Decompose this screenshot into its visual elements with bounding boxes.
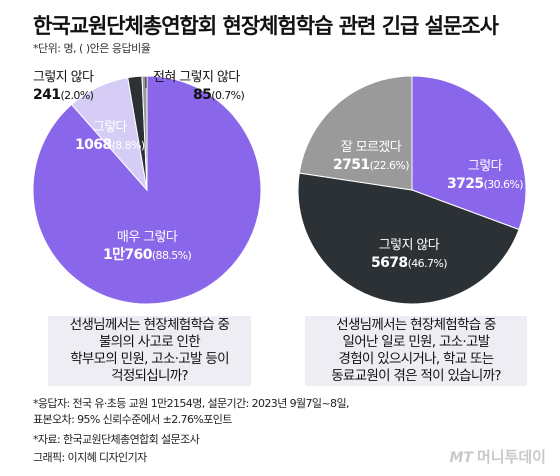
chart2-value-yes: 3725 [447, 176, 484, 192]
chart1-label-very-yes-name: 매우 그렇다 [116, 230, 178, 245]
publisher-logo: MT 머니투데이 [450, 446, 547, 467]
chart1-pct-very-yes: (88.5%) [151, 249, 192, 262]
logo-text: 머니투데이 [476, 448, 546, 466]
footer-graphic: 그래픽: 이지혜 디자인기자 [33, 451, 147, 464]
chart2-pct-yes: (30.6%) [483, 178, 524, 191]
chart2-label-yes-name: 그렇다 [467, 159, 503, 174]
chart2-label-no: 그렇지 않다 5678(46.7%) [371, 237, 448, 272]
chart2-label-unsure: 잘 모르겠다 2751(22.6%) [333, 139, 410, 174]
chart1-label-no-name: 그렇지 않다 [33, 70, 94, 85]
chart2-label-unsure-name: 잘 모르겠다 [340, 140, 402, 155]
chart2-slice-unsure [298, 75, 413, 191]
chart1-label-very-yes: 매우 그렇다 1만760(88.5%) [103, 229, 192, 264]
chart1-value-no: 241 [33, 87, 61, 103]
chart1-label-no: 그렇지 않다 241(2.0%) [33, 69, 94, 104]
chart2-pct-unsure: (22.6%) [369, 159, 410, 172]
chart2-slice-yes [411, 75, 527, 231]
chart2-label-no-name: 그렇지 않다 [378, 238, 440, 253]
chart2-slice-no [297, 172, 520, 305]
unit-note: *단위: 명, ( )안은 응답비율 [33, 42, 151, 55]
chart1-value-very-yes: 1만760 [103, 247, 152, 263]
chart2-pct-no: (46.7%) [407, 257, 448, 270]
chart1-pct-not-at-all: (0.7%) [211, 89, 245, 102]
chart1-pct-no: (2.0%) [60, 89, 94, 102]
chart2-value-unsure: 2751 [333, 157, 370, 173]
chart1-pct-yes: (8.8%) [111, 139, 146, 152]
chart1-question: 선생님께서는 현장체험학습 중 불의의 사고로 인한 학부모의 민원, 고소·고… [48, 316, 251, 386]
chart1-label-not-at-all-name: 전혀 그렇지 않다 [153, 70, 240, 85]
page-title: 한국교원단체총연합회 현장체험학습 관련 긴급 설문조사 [33, 14, 499, 38]
chart1-label-yes-name: 그렇다 [92, 120, 128, 135]
chart1-label-not-at-all: 전혀 그렇지 않다 85(0.7%) [153, 69, 245, 104]
chart1-value-not-at-all: 85 [193, 87, 212, 103]
footer-margin: 표본오차: 95% 신뢰수준에서 ±2.76%포인트 [33, 413, 232, 426]
footer-respondents: *응답자: 전국 유·초등 교원 1만2154명, 설문기간: 2023년 9월… [33, 397, 349, 410]
chart2-question: 선생님께서는 현장체험학습 중 일어난 일로 민원, 고소·고발 경험이 있으시… [305, 316, 527, 386]
footer-source: *자료: 한국교원단체총연합회 설문조사 [33, 433, 200, 446]
chart2-value-no: 5678 [371, 255, 408, 271]
logo-mark: MT [449, 450, 473, 466]
chart1-value-yes: 1068 [75, 137, 112, 153]
chart2-label-yes: 그렇다 3725(30.6%) [447, 158, 524, 193]
chart1-label-yes: 그렇다 1068(8.8%) [75, 119, 145, 154]
chart1-slice-not-at-all [141, 75, 148, 191]
